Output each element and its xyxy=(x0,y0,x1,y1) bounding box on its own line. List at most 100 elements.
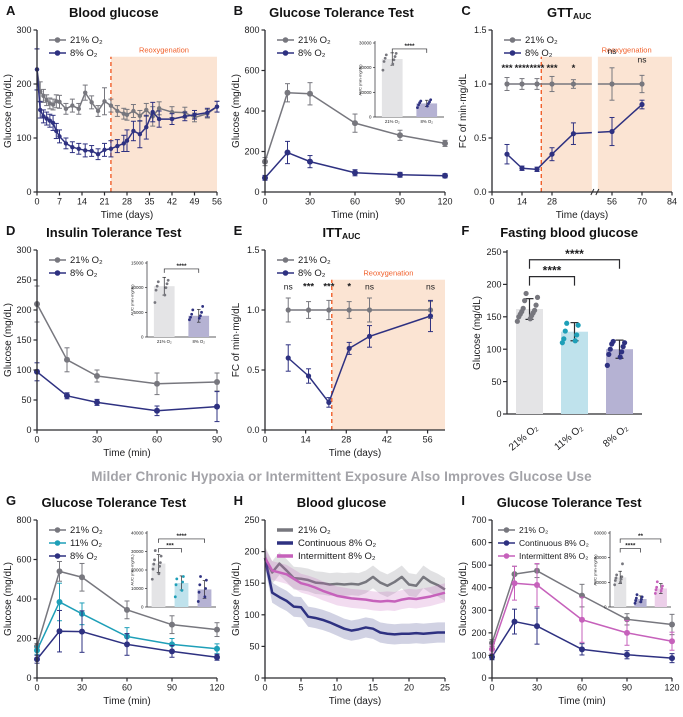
svg-text:35: 35 xyxy=(144,197,154,207)
svg-text:28: 28 xyxy=(547,197,557,207)
panel-c-letter: C xyxy=(461,3,471,18)
svg-text:30: 30 xyxy=(305,197,315,207)
svg-text:**: ** xyxy=(638,533,644,540)
svg-text:21% O₂: 21% O₂ xyxy=(385,119,400,124)
panel-c-header: C GTTAUC xyxy=(455,2,683,22)
svg-text:30: 30 xyxy=(92,435,102,445)
panel-i-title: Glucose Tolerance Test xyxy=(455,492,683,511)
svg-text:11% O₂: 11% O₂ xyxy=(553,423,586,453)
svg-text:****: **** xyxy=(543,264,562,278)
svg-text:800: 800 xyxy=(16,515,31,525)
panel-b-title: Glucose Tolerance Test xyxy=(228,2,456,21)
svg-text:5: 5 xyxy=(298,683,303,693)
panel-f-header: F Fasting blood glucose xyxy=(455,222,683,242)
svg-text:AUC (min·mg/dL): AUC (min·mg/dL) xyxy=(593,554,598,586)
svg-text:21% O₂: 21% O₂ xyxy=(70,525,103,536)
panel-d-letter: D xyxy=(6,223,16,238)
panel-f-title-text: Fasting blood glucose xyxy=(500,225,639,240)
panel-e: E ITTAUC Reoxygenation 0 14 28 42 56 0.0 0.5 1.0… xyxy=(228,222,456,460)
svg-text:20000: 20000 xyxy=(131,568,144,573)
svg-text:21% O₂: 21% O₂ xyxy=(70,35,103,46)
svg-text:Glucose (mg/dL): Glucose (mg/dL) xyxy=(3,74,14,148)
svg-text:Continuous 8% O₂: Continuous 8% O₂ xyxy=(519,538,589,548)
svg-text:0: 0 xyxy=(141,605,144,610)
panel-i-letter: I xyxy=(461,493,465,508)
svg-text:Intermittent 8% O₂: Intermittent 8% O₂ xyxy=(298,551,376,562)
panel-a-header: A Blood glucose xyxy=(0,2,228,22)
svg-text:0: 0 xyxy=(490,683,495,693)
panel-e-letter: E xyxy=(233,223,243,238)
panel-f-title: Fasting blood glucose xyxy=(455,222,683,241)
svg-text:AUC (min·mg/dL): AUC (min·mg/dL) xyxy=(130,554,135,586)
panel-h-title-text: Blood glucose xyxy=(296,495,387,510)
svg-text:8% O₂: 8% O₂ xyxy=(193,339,206,344)
svg-text:Time (days): Time (days) xyxy=(328,448,380,459)
svg-text:200: 200 xyxy=(472,628,487,638)
svg-text:400: 400 xyxy=(244,106,259,116)
svg-text:0: 0 xyxy=(497,409,502,419)
svg-text:10000: 10000 xyxy=(131,586,144,591)
svg-text:40000: 40000 xyxy=(594,555,607,560)
svg-text:28: 28 xyxy=(122,197,132,207)
panel-f-letter: F xyxy=(461,223,470,238)
svg-text:0: 0 xyxy=(34,197,39,207)
svg-text:Glucose (mg/dL): Glucose (mg/dL) xyxy=(3,303,14,377)
panel-h-letter: H xyxy=(233,493,244,508)
svg-text:0: 0 xyxy=(604,605,607,610)
svg-text:60: 60 xyxy=(122,683,132,693)
svg-text:30: 30 xyxy=(77,683,87,693)
svg-text:600: 600 xyxy=(16,555,31,565)
svg-text:***: *** xyxy=(323,282,334,293)
svg-text:Glucose (mg/dL): Glucose (mg/dL) xyxy=(472,296,483,370)
svg-text:1.0: 1.0 xyxy=(474,79,487,89)
panel-f: F Fasting blood glucose 0 50 100 150 200 250 G… xyxy=(455,222,683,460)
svg-text:90: 90 xyxy=(167,683,177,693)
panel-e-title: ITTAUC xyxy=(228,222,456,241)
svg-text:ns: ns xyxy=(608,46,617,56)
svg-text:Glucose (mg/dL): Glucose (mg/dL) xyxy=(231,562,242,636)
svg-text:21% O₂: 21% O₂ xyxy=(519,525,548,535)
svg-text:21: 21 xyxy=(99,197,109,207)
svg-text:AUC (min·mg/dL): AUC (min·mg/dL) xyxy=(130,284,135,316)
svg-text:0: 0 xyxy=(262,683,267,693)
chart-gtt-intermittent: 0 30 60 90 120 0 100 200 300 400 500 600 700 Time (mi… xyxy=(458,515,680,707)
svg-text:Time (days): Time (days) xyxy=(556,210,608,221)
panel-g-title-text: Glucose Tolerance Test xyxy=(41,495,187,510)
svg-text:120: 120 xyxy=(437,197,452,207)
chart-itt-auc: Reoxygenation 0 14 28 42 56 0.0 0.5 1.0 1.5 Time (… xyxy=(231,245,445,459)
svg-text:28: 28 xyxy=(341,435,351,445)
svg-text:60000: 60000 xyxy=(594,531,607,536)
svg-text:70: 70 xyxy=(637,197,647,207)
panel-g-letter: G xyxy=(6,493,17,508)
chart-fasting-blood-glucose: 0 50 100 150 200 250 Glucose (mg/dL) 21% O₂ 11% … xyxy=(472,247,643,454)
svg-text:21% O₂: 21% O₂ xyxy=(70,255,103,266)
svg-text:200: 200 xyxy=(244,147,259,157)
svg-text:100: 100 xyxy=(244,610,259,620)
svg-text:***: *** xyxy=(502,63,513,74)
panel-b: B Glucose Tolerance Test 0 30 60 90 120 0 200 4… xyxy=(228,2,456,222)
panel-g-title: Glucose Tolerance Test xyxy=(0,492,228,511)
svg-text:Time (days): Time (days) xyxy=(328,696,380,707)
panel-b-letter: B xyxy=(233,3,244,18)
svg-text:0: 0 xyxy=(254,187,259,197)
svg-text:25: 25 xyxy=(440,683,450,693)
svg-text:14: 14 xyxy=(77,197,87,207)
panel-h: H Blood glucose 0 5 10 15 20 25 0 50 100 150 200 25… xyxy=(228,492,456,708)
svg-text:0: 0 xyxy=(26,673,31,683)
svg-text:120: 120 xyxy=(665,683,680,693)
panel-h-header: H Blood glucose xyxy=(228,492,456,512)
svg-text:90: 90 xyxy=(622,683,632,693)
svg-text:250: 250 xyxy=(244,515,259,525)
svg-text:21% O₂: 21% O₂ xyxy=(507,423,541,454)
panel-b-header: B Glucose Tolerance Test xyxy=(228,2,456,22)
panel-h-title: Blood glucose xyxy=(228,492,456,511)
svg-text:120: 120 xyxy=(209,683,224,693)
svg-text:8% O₂: 8% O₂ xyxy=(70,551,98,562)
svg-text:ns: ns xyxy=(365,282,374,292)
figure-row-1: A Blood glucose Reoxygenation 0 7 14 21 28 35 4… xyxy=(0,2,683,222)
svg-text:0: 0 xyxy=(254,673,259,683)
svg-text:****: **** xyxy=(176,533,187,540)
svg-text:14: 14 xyxy=(300,435,310,445)
svg-text:100: 100 xyxy=(472,650,487,660)
svg-text:1.0: 1.0 xyxy=(247,305,260,315)
